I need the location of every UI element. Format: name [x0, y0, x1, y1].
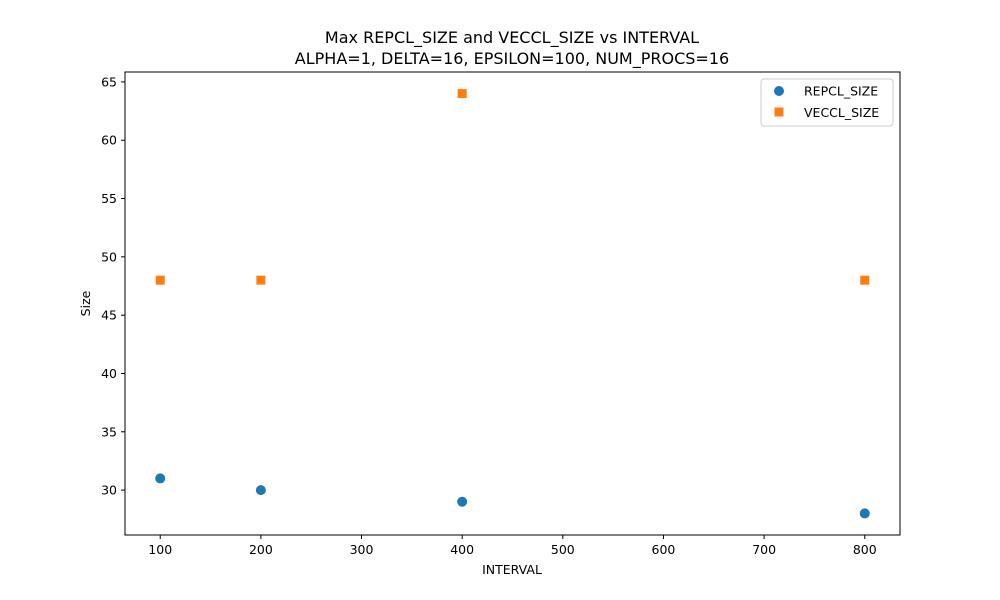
- x-tick-label: 100: [148, 542, 172, 557]
- y-axis-label: Size: [78, 290, 93, 316]
- y-tick-label: 55: [101, 191, 117, 206]
- y-tick-label: 60: [101, 133, 117, 148]
- x-axis-label: INTERVAL: [482, 562, 542, 577]
- y-tick-label: 30: [101, 483, 117, 498]
- x-tick-label: 200: [249, 542, 273, 557]
- x-tick-label: 400: [450, 542, 474, 557]
- axis-ticks: 100 200 300 400 500 600 700 800 30 35 40 45 50 55 60 65: [101, 74, 877, 557]
- y-tick-label: 45: [101, 308, 117, 323]
- chart-title: Max REPCL_SIZE and VECCL_SIZE vs INTERVA…: [325, 28, 699, 48]
- data-point-veccl-size: [155, 275, 165, 285]
- x-tick-label: 500: [551, 542, 575, 557]
- chart-subtitle: ALPHA=1, DELTA=16, EPSILON=100, NUM_PROC…: [295, 49, 729, 69]
- data-point-repcl-size: [859, 508, 870, 519]
- x-tick-label: 300: [350, 542, 374, 557]
- data-point-repcl-size: [255, 485, 266, 496]
- y-tick-label: 40: [101, 366, 117, 381]
- legend-label-repcl: REPCL_SIZE: [804, 84, 878, 99]
- legend-marker-repcl: [774, 86, 784, 96]
- data-point-repcl-size: [155, 473, 166, 484]
- legend-label-veccl: VECCL_SIZE: [804, 105, 879, 120]
- plot-frame: [124, 71, 901, 536]
- legend-box: [760, 78, 894, 127]
- x-tick-label: 700: [752, 542, 776, 557]
- data-point-veccl-size: [860, 275, 870, 285]
- x-tick-label: 600: [652, 542, 676, 557]
- data-point-veccl-size: [256, 275, 266, 285]
- y-tick-label: 65: [101, 74, 117, 89]
- data-point-veccl-size: [457, 89, 467, 99]
- legend-marker-veccl: [774, 107, 784, 117]
- data-point-repcl-size: [457, 496, 468, 507]
- y-tick-label: 50: [101, 249, 117, 264]
- data-points: [155, 89, 870, 519]
- x-tick-label: 800: [853, 542, 877, 557]
- y-tick-label: 35: [101, 424, 117, 439]
- legend: REPCL_SIZE VECCL_SIZE: [760, 78, 894, 127]
